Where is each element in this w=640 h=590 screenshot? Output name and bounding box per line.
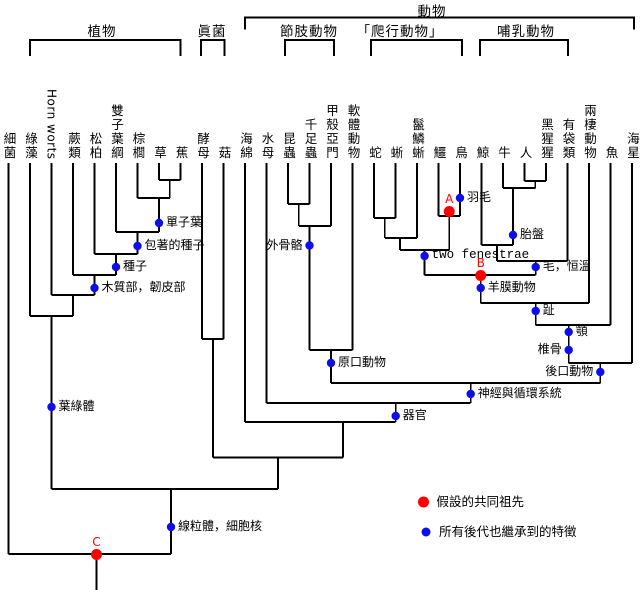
taxon-label: 兩棲動物	[582, 104, 597, 160]
taxon-label: 菇	[216, 146, 232, 160]
trait-dot	[564, 327, 573, 337]
ancestor-letter: B	[476, 255, 485, 270]
trait-label: 後口動物	[545, 364, 594, 378]
trait-dot	[420, 251, 429, 261]
legend-label: 所有後代也繼承到的特徵	[439, 524, 577, 539]
trait-dot	[391, 411, 400, 421]
legend-label: 假設的共同祖先	[436, 494, 525, 509]
trait-label: 顎	[575, 324, 588, 338]
trait-dot	[564, 345, 573, 355]
taxon-label: 綠藻	[23, 132, 38, 160]
taxon-label: 蕉	[173, 146, 189, 160]
trait-dot	[455, 193, 465, 203]
trait-label: 毛，恒溫	[542, 259, 591, 273]
taxon-label: 有袋類	[560, 118, 576, 160]
ancestor-dot	[443, 206, 455, 217]
taxon-label: 甲殼亞門	[324, 104, 339, 160]
group-label: 「爬行動物」	[356, 24, 444, 40]
taxon-label: 酵母	[195, 132, 210, 160]
trait-dot	[133, 241, 142, 251]
taxon-label: 水母	[259, 132, 275, 160]
trait-dot	[531, 262, 540, 272]
group-bracket	[284, 39, 335, 56]
trait-dot	[305, 241, 314, 250]
ancestor-dot	[91, 549, 102, 560]
trait-label: 線粒體，細胞核	[178, 519, 263, 533]
trait-label: 原口動物	[338, 355, 387, 369]
group-bracket	[370, 39, 463, 56]
group-label: 節肢動物	[280, 24, 338, 40]
taxon-label: 千足蟲	[302, 118, 318, 160]
trait-label: 胎盤	[520, 227, 545, 241]
taxon-label: 人	[517, 146, 533, 160]
trait-label: 椎骨	[537, 342, 562, 356]
taxon-label: 海星	[625, 132, 640, 160]
trait-dot	[47, 402, 56, 412]
group-label: 動物	[417, 4, 447, 20]
taxon-label: 蕨類	[66, 132, 81, 160]
trait-label: 器官	[402, 408, 427, 422]
trait-dot	[166, 522, 176, 532]
group-label: 哺乳動物	[497, 24, 555, 40]
taxon-label: 黑猩猩	[539, 118, 554, 160]
trait-label: 羊膜動物	[487, 280, 536, 294]
trait-label: 單子葉	[166, 215, 203, 229]
trait-dot	[596, 367, 605, 377]
ancestor-letter: A	[445, 191, 454, 206]
trait-dot	[90, 283, 99, 293]
group-bracket	[244, 16, 635, 30]
taxon-label: 松柏	[87, 132, 103, 160]
taxon-label: Horn worts	[44, 89, 59, 160]
ancestor-letter: C	[92, 534, 101, 549]
trait-label: 外骨骼	[266, 237, 303, 252]
taxon-label: 昆蟲	[281, 132, 296, 160]
trait-dot	[508, 230, 518, 240]
taxon-label: 鱷	[431, 146, 447, 160]
group-bracket	[29, 39, 182, 56]
trait-dot	[154, 218, 164, 228]
taxon-label: 草	[152, 146, 167, 160]
group-bracket	[479, 39, 569, 56]
taxon-label: 軟體動物	[345, 104, 361, 160]
trait-label: 葉綠體	[58, 399, 95, 413]
taxon-label: 雙子葉綱	[109, 104, 124, 160]
taxon-label: 細菌	[1, 132, 17, 160]
taxon-label: 海綿	[238, 132, 253, 160]
taxon-label: 鬣鱗蜥	[410, 118, 425, 160]
group-label: 植物	[87, 24, 117, 40]
legend-red-dot	[418, 496, 429, 508]
trait-dot	[476, 283, 485, 293]
taxon-label: 蜥	[388, 146, 404, 160]
trait-label: 包著的種子	[144, 238, 205, 252]
group-bracket	[200, 39, 226, 56]
trait-dot	[466, 389, 475, 399]
trait-dot	[531, 306, 540, 316]
taxon-label: 牛	[496, 146, 511, 160]
trait-label: 神經與循環系統	[477, 386, 562, 400]
trait-dot	[111, 262, 121, 272]
trait-label: 種子	[123, 259, 148, 273]
trait-label: 趾	[542, 303, 555, 317]
trait-label: 木質部，韌皮部	[101, 280, 186, 294]
trait-label: 羽毛	[467, 190, 492, 204]
taxon-label: 蛇	[367, 146, 382, 160]
trait-dot	[326, 358, 336, 368]
ancestor-dot	[475, 270, 487, 281]
taxon-label: 鯨	[474, 146, 490, 160]
taxon-label: 鳥	[453, 146, 468, 160]
taxon-label: 棕櫚	[130, 132, 146, 160]
group-label: 眞菌	[197, 24, 227, 40]
trait-label: two fenestrae	[431, 248, 530, 262]
legend-blue-dot	[421, 527, 431, 537]
taxon-label: 魚	[603, 146, 619, 160]
